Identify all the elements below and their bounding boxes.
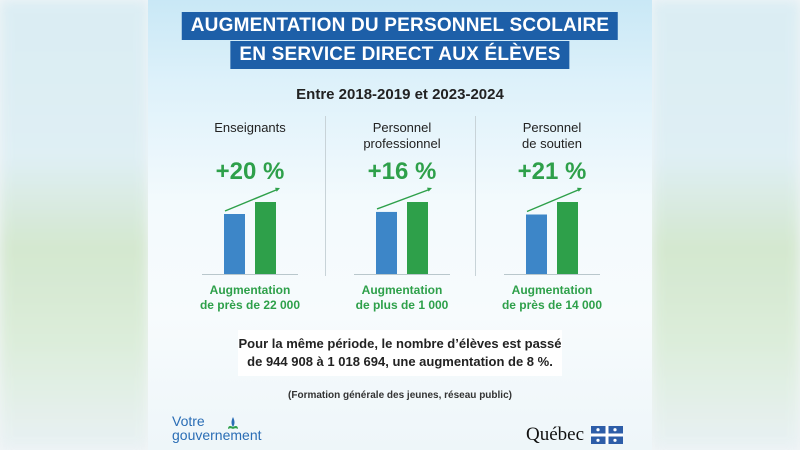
trend-arrow-line: [526, 188, 580, 213]
student-count-info-box: Pour la même période, le nombre d’élèves…: [238, 330, 562, 376]
column-divider: [475, 116, 476, 276]
bar-after: [557, 202, 578, 274]
info-line1: Pour la même période, le nombre d’élèves…: [238, 336, 562, 351]
column-enseignants: Enseignants +20 % Augmentation de près d…: [175, 112, 325, 312]
period-subtitle: Entre 2018-2019 et 2023-2024: [296, 86, 504, 103]
trend-arrow-head-icon: [427, 187, 432, 192]
trend-arrow-line: [224, 188, 278, 212]
column-label-line2: de soutien: [522, 136, 582, 151]
logo-text-line1: Votre: [172, 413, 205, 429]
logo-text-line2: gouvernement: [172, 427, 262, 443]
info-line2: de 944 908 à 1 018 694, une augmentation…: [247, 354, 553, 369]
scope-footnote: (Formation générale des jeunes, réseau p…: [288, 390, 512, 401]
caption-line1: Augmentation: [209, 283, 291, 297]
percent-increase: +21 %: [517, 158, 587, 185]
bar-before: [526, 214, 547, 274]
bar-after: [255, 202, 276, 274]
mini-bar-chart: [504, 187, 600, 275]
column-label: Enseignants: [175, 120, 325, 136]
column-label: Personnel professionnel: [327, 120, 477, 152]
caption-line1: Augmentation: [361, 283, 443, 297]
percent-increase: +16 %: [367, 158, 437, 185]
infographic-card: AUGMENTATION DU PERSONNEL SCOLAIRE EN SE…: [148, 0, 652, 450]
mini-bar-chart: [202, 187, 298, 275]
column-label-line1: Personnel: [372, 120, 432, 135]
bar-before: [224, 214, 245, 274]
quebec-wordmark: Québec: [526, 424, 585, 445]
title-line-1: AUGMENTATION DU PERSONNEL SCOLAIRE: [181, 12, 619, 40]
increase-caption: Augmentation de près de 14 000: [477, 283, 627, 313]
increase-caption: Augmentation de plus de 1 000: [327, 283, 477, 313]
right-blurred-background: [652, 0, 800, 450]
quebec-logo: Québec: [526, 424, 624, 446]
column-label-line1: Enseignants: [214, 120, 286, 135]
column-label-line1: Personnel: [522, 120, 582, 135]
trend-arrow-head-icon: [577, 187, 582, 192]
trend-arrow-head-icon: [275, 187, 280, 192]
trend-arrow-line: [376, 188, 430, 210]
increase-caption: Augmentation de près de 22 000: [175, 283, 325, 313]
caption-line2: de près de 22 000: [199, 298, 301, 312]
column-label-line2: professionnel: [363, 136, 441, 151]
mini-bar-chart: [354, 187, 450, 275]
column-personnel-de-soutien: Personnel de soutien +21 % Augmentation …: [477, 112, 627, 312]
fleur-de-lis-icon: [228, 417, 238, 429]
caption-line1: Augmentation: [511, 283, 593, 297]
column-label: Personnel de soutien: [477, 120, 627, 152]
caption-line2: de près de 14 000: [501, 298, 603, 312]
title-line-2: EN SERVICE DIRECT AUX ÉLÈVES: [230, 41, 570, 69]
caption-line2: de plus de 1 000: [355, 298, 449, 312]
left-blurred-background: [0, 0, 148, 450]
bar-after: [407, 202, 428, 274]
votre-gouvernement-logo: Votre gouvernement: [172, 414, 282, 448]
column-divider: [325, 116, 326, 276]
quebec-flag-icon: [591, 426, 624, 444]
column-personnel-professionnel: Personnel professionnel +16 % Augmentati…: [327, 112, 477, 312]
percent-increase: +20 %: [215, 158, 285, 185]
bar-before: [376, 211, 397, 274]
